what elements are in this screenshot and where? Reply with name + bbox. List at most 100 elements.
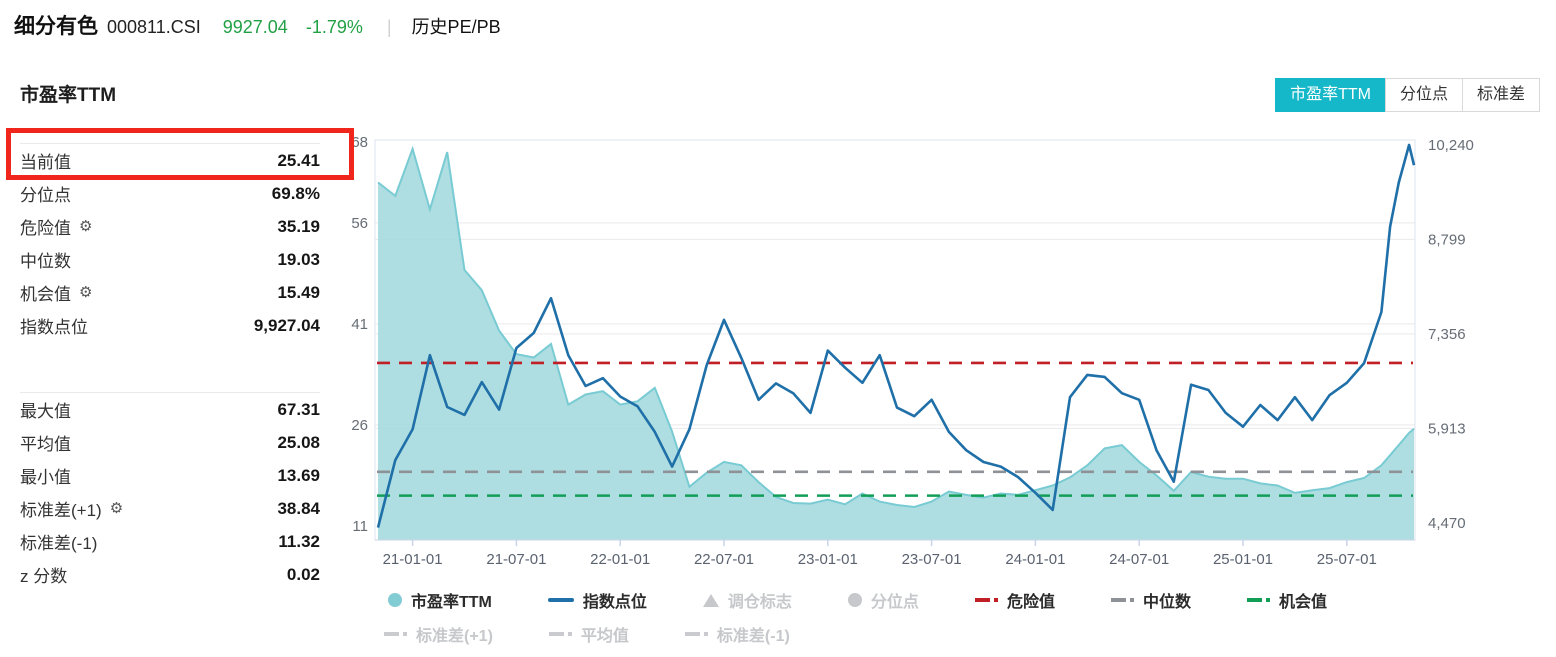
stat-row: 平均值 25.08: [20, 426, 320, 459]
stat-row: 标准差(+1) ⚙ 38.84: [20, 492, 320, 525]
stat-label: 平均值: [20, 435, 71, 454]
index-name: 细分有色: [14, 15, 98, 38]
header: 细分有色 000811.CSI 9927.04 -1.79% | 历史PE/PB: [14, 10, 501, 40]
stat-label: 中位数: [20, 252, 71, 271]
svg-text:41: 41: [351, 316, 368, 333]
dashdot-marker-icon: [974, 598, 998, 602]
svg-text:25-07-01: 25-07-01: [1317, 551, 1377, 568]
legend-label: 标准差(+1): [416, 628, 493, 645]
stat-label: 最小值: [20, 468, 71, 487]
stat-value: 9,927.04: [253, 315, 320, 335]
triangle-marker-icon: [702, 593, 719, 607]
gear-icon[interactable]: ⚙: [79, 284, 93, 301]
chart-legend-row-2: 标准差(+1) 平均值 标准差(-1): [384, 622, 790, 646]
legend-label: 标准差(-1): [716, 628, 790, 645]
stat-row: 标准差(-1) 11.32: [20, 525, 320, 558]
svg-text:24-07-01: 24-07-01: [1109, 551, 1169, 568]
line-marker-icon: [547, 598, 574, 602]
stat-row: z 分数 0.02: [20, 558, 320, 591]
stat-label: 最大值: [20, 402, 71, 421]
gear-icon[interactable]: ⚙: [79, 218, 93, 235]
svg-text:21-01-01: 21-01-01: [383, 551, 443, 568]
svg-text:56: 56: [351, 215, 368, 232]
svg-text:22-07-01: 22-07-01: [694, 551, 754, 568]
legend-item[interactable]: 标准差(-1): [684, 622, 790, 646]
stat-row: 当前值 25.41: [20, 144, 320, 177]
legend-item[interactable]: 市盈率TTM: [388, 588, 492, 612]
gear-icon[interactable]: ⚙: [109, 500, 124, 517]
circle-marker-icon: [847, 593, 862, 607]
svg-text:21-07-01: 21-07-01: [486, 551, 546, 568]
dashdot-marker-icon: [384, 632, 407, 636]
svg-text:22-01-01: 22-01-01: [590, 551, 650, 568]
legend-item[interactable]: 危险值: [974, 588, 1055, 612]
stat-value: 69.8%: [271, 183, 320, 203]
index-code: 000811.CSI: [107, 17, 201, 37]
legend-item[interactable]: 平均值: [548, 622, 629, 646]
stat-row: 中位数 19.03: [20, 243, 320, 276]
svg-text:26: 26: [351, 417, 368, 434]
legend-label: 平均值: [580, 628, 629, 645]
dashdot-marker-icon: [1110, 598, 1134, 602]
svg-text:8,799: 8,799: [1428, 231, 1466, 248]
stat-row: 分位点 69.8%: [20, 177, 320, 210]
tab-percentile[interactable]: 分位点: [1384, 78, 1463, 112]
legend-item[interactable]: 指数点位: [547, 588, 647, 612]
stat-label: 分位点: [20, 186, 71, 205]
stat-row: 最大值 67.31: [20, 393, 320, 426]
highlight-box: [6, 128, 354, 180]
stat-value: 13.69: [277, 465, 320, 485]
stat-label: 标准差(-1): [20, 534, 98, 553]
index-change: -1.79%: [305, 17, 363, 37]
svg-text:4,470: 4,470: [1428, 515, 1466, 532]
legend-label: 调仓标志: [727, 594, 792, 611]
legend-label: 指数点位: [582, 594, 647, 611]
stat-label: 指数点位: [20, 318, 88, 337]
legend-item[interactable]: 标准差(+1): [384, 622, 493, 646]
svg-text:68: 68: [351, 134, 368, 151]
svg-text:11: 11: [352, 518, 368, 535]
legend-label: 市盈率TTM: [411, 594, 492, 611]
chart-legend-row-1: 市盈率TTM 指数点位 调仓标志 分位点 危险值 中位数 机会值: [388, 588, 1327, 612]
dashdot-marker-icon: [1246, 598, 1270, 602]
stat-label: z 分数: [20, 567, 68, 586]
header-divider: |: [386, 17, 392, 37]
legend-label: 中位数: [1142, 594, 1191, 611]
circle-marker-icon: [388, 593, 402, 607]
legend-item[interactable]: 中位数: [1110, 588, 1191, 612]
stats-group-extremes: 最大值 67.31 平均值 25.08 最小值 13.69 标准差(+1) ⚙ 38.84 标准差…: [20, 392, 320, 591]
svg-text:10,240: 10,240: [1428, 137, 1474, 154]
legend-label: 危险值: [1006, 594, 1055, 611]
stat-label: 危险值: [20, 219, 71, 238]
page-title: 市盈率TTM: [20, 85, 117, 106]
stat-row: 危险值 ⚙ 35.19: [20, 210, 320, 243]
dashdot-marker-icon: [684, 632, 708, 636]
stat-row: 最小值 13.69: [20, 459, 320, 492]
legend-label: 机会值: [1278, 594, 1327, 611]
legend-item[interactable]: 分位点: [847, 588, 919, 612]
stat-label: 机会值: [20, 285, 71, 304]
stat-row: 机会值 ⚙ 15.49: [20, 276, 320, 309]
svg-text:5,913: 5,913: [1428, 420, 1466, 437]
stat-value: 19.03: [277, 249, 320, 269]
stat-value: 15.49: [277, 282, 320, 302]
svg-text:23-01-01: 23-01-01: [798, 551, 858, 568]
stat-value: 25.08: [277, 432, 320, 452]
dashdot-marker-icon: [548, 632, 572, 636]
stat-value: 67.31: [277, 399, 320, 419]
metric-tabs: 市盈率TTM 分位点 标准差: [1275, 78, 1540, 112]
legend-item[interactable]: 调仓标志: [702, 588, 792, 612]
stat-value: 35.19: [277, 216, 320, 236]
index-price: 9927.04: [222, 17, 288, 37]
stat-value: 38.84: [277, 498, 320, 518]
svg-text:24-01-01: 24-01-01: [1005, 551, 1065, 568]
stat-label: 标准差(+1): [20, 501, 102, 520]
legend-item[interactable]: 机会值: [1246, 588, 1327, 612]
svg-text:25-01-01: 25-01-01: [1213, 551, 1273, 568]
tab-pe-ttm[interactable]: 市盈率TTM: [1275, 78, 1386, 112]
svg-text:23-07-01: 23-07-01: [902, 551, 962, 568]
tab-std-dev[interactable]: 标准差: [1461, 78, 1540, 112]
legend-label: 分位点: [870, 594, 919, 611]
stat-value: 0.02: [286, 564, 320, 584]
